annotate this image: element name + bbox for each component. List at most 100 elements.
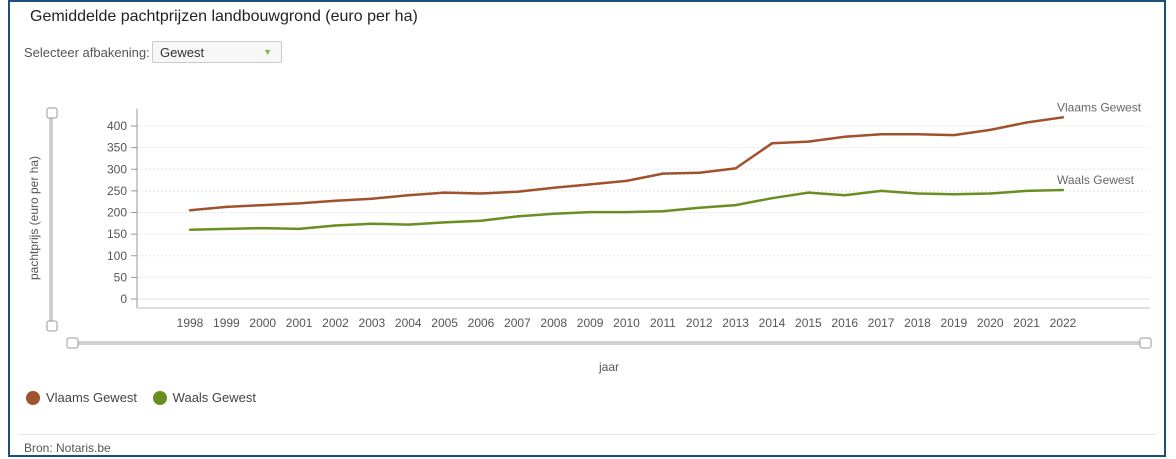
data-point [1061, 116, 1065, 119]
x-tick-label: 2006 [468, 316, 495, 330]
data-point [225, 227, 228, 231]
data-point [552, 212, 555, 215]
y-axis-label: pachtprijs (euro per ha) [27, 156, 41, 280]
data-point [661, 210, 665, 213]
data-point [407, 223, 410, 226]
legend-label: Vlaams Gewest [46, 390, 138, 405]
y-tick-label: 0 [120, 292, 127, 306]
data-point [479, 219, 483, 222]
x-tick-label: 2007 [504, 316, 531, 330]
data-point [734, 203, 737, 207]
legend-swatch [26, 391, 40, 405]
x-tick-label: 2015 [795, 316, 822, 330]
x-tick-label: 2008 [540, 316, 567, 330]
y-tick-label: 100 [107, 249, 127, 263]
data-point [952, 193, 956, 196]
data-point [588, 210, 592, 214]
x-tick-label: 2022 [1050, 316, 1077, 330]
vertical-slider-handle-bottom[interactable] [46, 320, 58, 332]
data-point [225, 205, 228, 209]
legend-item-vlaams[interactable]: Vlaams Gewest [26, 390, 137, 405]
x-tick-label: 2018 [904, 316, 931, 330]
region-select[interactable]: Gewest ▼ [152, 41, 282, 63]
horizontal-slider-handle-left[interactable] [66, 337, 79, 349]
data-point [734, 167, 737, 170]
data-point [479, 192, 483, 195]
x-tick-label: 2005 [431, 316, 458, 330]
y-tick-label: 50 [114, 270, 128, 284]
data-point [516, 190, 519, 193]
legend: Vlaams Gewest Waals Gewest [26, 390, 268, 405]
vertical-slider-track[interactable] [49, 116, 53, 326]
data-point [807, 191, 810, 194]
data-point [552, 186, 555, 190]
horizontal-slider-track[interactable] [72, 341, 1146, 345]
data-point [334, 199, 337, 203]
data-point [188, 209, 192, 212]
data-point [188, 228, 192, 231]
x-tick-label: 2019 [941, 316, 968, 330]
x-tick-label: 2013 [722, 316, 749, 330]
chart-title: Gemiddelde pachtprijzen landbouwgrond (e… [30, 8, 418, 25]
x-tick-label: 2020 [977, 316, 1004, 330]
legend-item-waals[interactable]: Waals Gewest [152, 390, 256, 405]
y-tick-label: 400 [107, 119, 127, 133]
divider [18, 434, 1156, 435]
x-tick-label: 2000 [249, 316, 276, 330]
x-tick-label: 2003 [359, 316, 386, 330]
legend-swatch [152, 391, 167, 405]
x-tick-label: 2014 [759, 316, 786, 330]
data-point [770, 142, 774, 145]
x-tick-label: 2021 [1013, 316, 1040, 330]
x-tick-label: 1999 [213, 316, 240, 330]
data-point [625, 179, 628, 183]
x-axis-label: jaar [598, 360, 619, 374]
data-point [916, 133, 919, 136]
data-point [698, 206, 701, 209]
vertical-slider-handle-top[interactable] [46, 107, 58, 119]
data-point [843, 194, 846, 197]
data-point [370, 197, 374, 200]
chevron-down-icon: ▼ [263, 47, 272, 57]
horizontal-slider-handle-right[interactable] [1139, 337, 1152, 349]
region-select-value: Gewest [160, 45, 205, 60]
data-point [770, 197, 774, 200]
data-point [879, 133, 883, 136]
x-tick-label: 2001 [286, 316, 313, 330]
data-point [916, 192, 919, 195]
y-tick-label: 300 [107, 162, 127, 176]
x-tick-label: 2017 [868, 316, 895, 330]
data-point [698, 171, 701, 174]
data-point [989, 128, 992, 132]
x-tick-label: 2009 [577, 316, 604, 330]
series-end-label: Vlaams Gewest [1057, 100, 1142, 114]
source-note: Bron: Notaris.be [24, 441, 111, 455]
data-point [407, 194, 410, 197]
data-point [843, 135, 846, 139]
data-point [1061, 188, 1065, 192]
series-end-label: Waals Gewest [1057, 173, 1135, 187]
data-point [261, 226, 264, 230]
data-point [1025, 121, 1028, 124]
data-point [952, 133, 956, 137]
y-tick-label: 150 [107, 227, 127, 241]
data-point [516, 215, 519, 218]
data-point [879, 189, 883, 193]
data-point [1025, 189, 1028, 193]
data-point [989, 192, 992, 195]
x-tick-label: 2016 [831, 316, 858, 330]
data-point [443, 221, 446, 224]
data-point [334, 224, 337, 227]
series-line-waals [189, 188, 1064, 232]
data-point [625, 210, 628, 214]
filter-label: Selecteer afbakening: [24, 45, 150, 60]
x-tick-label: 2002 [322, 316, 349, 330]
series-line-vlaams [189, 116, 1064, 212]
data-point [297, 227, 301, 231]
x-tick-label: 2012 [686, 316, 713, 330]
x-tick-label: 1998 [177, 316, 204, 330]
x-tick-label: 2004 [395, 316, 422, 330]
y-tick-label: 200 [107, 206, 127, 220]
legend-label: Waals Gewest [172, 390, 256, 405]
